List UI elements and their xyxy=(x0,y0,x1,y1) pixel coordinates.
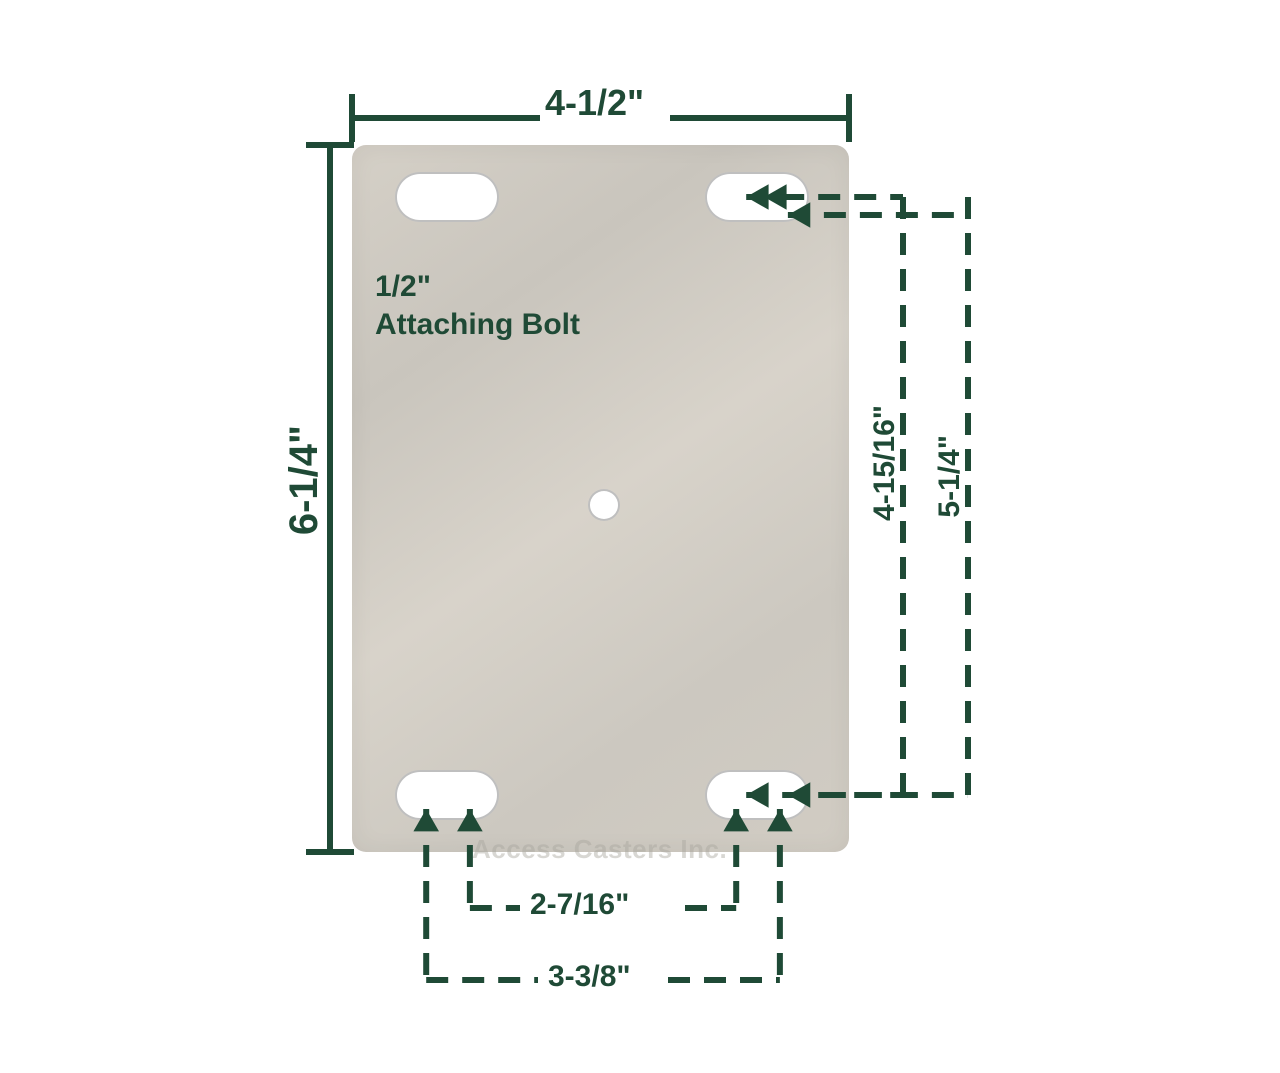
diagram-stage: Access Casters Inc. 1/2" Attaching Bolt … xyxy=(0,0,1280,1073)
dimension-overlay xyxy=(0,0,1280,1073)
